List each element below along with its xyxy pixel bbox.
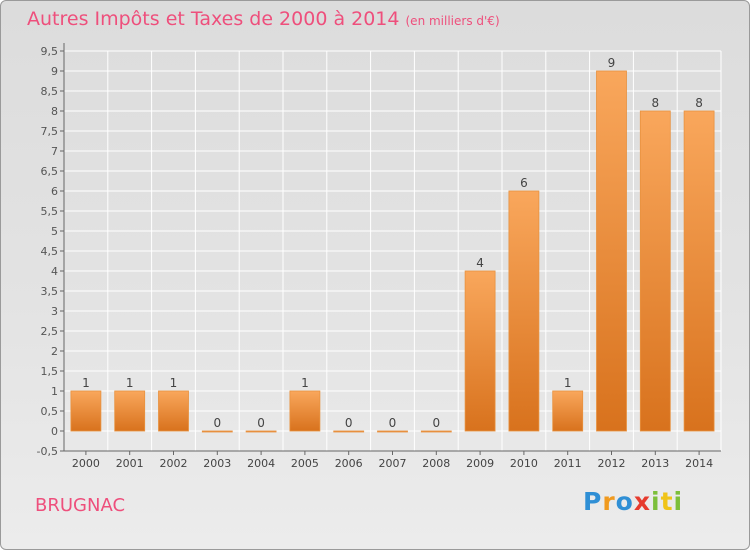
x-tick-label: 2011: [554, 457, 582, 470]
x-tick-label: 2005: [291, 457, 319, 470]
y-tick-label: 3: [51, 305, 58, 318]
x-tick-label: 2007: [379, 457, 407, 470]
data-label: 1: [564, 376, 572, 390]
bar: [201, 430, 233, 433]
data-label: 4: [476, 256, 484, 270]
bar: [289, 390, 321, 432]
y-tick-label: 6,5: [41, 165, 59, 178]
bar: [508, 190, 540, 432]
y-tick-label: 0,5: [41, 405, 59, 418]
bar: [596, 70, 627, 432]
axes: -0,5 0 0,5 1 1,5 2 2,5 3 3,5 4 4,5 5 5,5 6 6,5 7 7,5 8 8,5…: [37, 43, 721, 470]
data-label: 1: [126, 376, 134, 390]
data-label: 1: [301, 376, 309, 390]
title-text: Autres Impôts et Taxes de 2000 à 2014: [27, 8, 400, 30]
x-tick-label: 2000: [72, 457, 100, 470]
y-tick-label: 4,5: [41, 245, 59, 258]
y-tick-label: 5,5: [41, 205, 59, 218]
bar: [114, 390, 146, 432]
x-tick-label: 2002: [160, 457, 188, 470]
y-tick-label: 8: [51, 105, 58, 118]
y-tick-label: 2,5: [41, 325, 59, 338]
x-tick-label: 2013: [641, 457, 669, 470]
y-tick-label: 9: [51, 65, 58, 78]
bars: [70, 70, 715, 433]
data-label: 0: [345, 416, 353, 430]
bar: [245, 430, 277, 433]
city-name: BRUGNAC: [35, 495, 126, 516]
data-label: 1: [170, 376, 178, 390]
data-label: 0: [257, 416, 265, 430]
data-label: 8: [695, 96, 703, 110]
x-tick-label: 2008: [422, 457, 450, 470]
data-label: 1: [82, 376, 90, 390]
bar: [333, 430, 365, 433]
y-tick-label: 2: [51, 345, 58, 358]
bar: [70, 390, 102, 432]
y-tick-label: 7,5: [41, 125, 59, 138]
y-tick-label: 5: [51, 225, 58, 238]
x-tick-label: 2010: [510, 457, 538, 470]
y-tick-label: 0: [51, 425, 58, 438]
y-tick-label: 3,5: [41, 285, 59, 298]
y-tick-label: -0,5: [37, 445, 58, 458]
x-tick-label: 2012: [598, 457, 626, 470]
chart-title: Autres Impôts et Taxes de 2000 à 2014 (en…: [27, 8, 500, 30]
data-label: 0: [389, 416, 397, 430]
y-tick-label: 1,5: [41, 365, 59, 378]
bar: [464, 270, 496, 432]
y-tick-label: 8,5: [41, 85, 59, 98]
y-tick-label: 6: [51, 185, 58, 198]
y-tick-label: 9,5: [41, 45, 59, 58]
proxiti-logo[interactable]: Proxiti: [583, 487, 684, 516]
x-tick-label: 2006: [335, 457, 363, 470]
x-tick-label: 2001: [116, 457, 144, 470]
y-tick-label: 7: [51, 145, 58, 158]
bar: [420, 430, 452, 433]
chart-subtitle: (en milliers d'€): [405, 14, 500, 28]
data-label: 0: [432, 416, 440, 430]
bar: [552, 390, 584, 432]
data-label: 6: [520, 176, 528, 190]
data-labels: 1 1 1 0 0 1 0 0 0 4 6 1 9 8 8: [82, 56, 703, 430]
bar: [639, 110, 671, 432]
bar: [158, 390, 189, 432]
x-tick-label: 2009: [466, 457, 494, 470]
bar: [683, 110, 715, 432]
data-label: 0: [213, 416, 221, 430]
bar: [377, 430, 408, 433]
data-label: 9: [608, 56, 616, 70]
y-tick-label: 4: [51, 265, 58, 278]
data-label: 8: [651, 96, 659, 110]
x-tick-label: 2014: [685, 457, 713, 470]
y-tick-label: 1: [51, 385, 58, 398]
x-tick-label: 2003: [203, 457, 231, 470]
x-tick-label: 2004: [247, 457, 275, 470]
